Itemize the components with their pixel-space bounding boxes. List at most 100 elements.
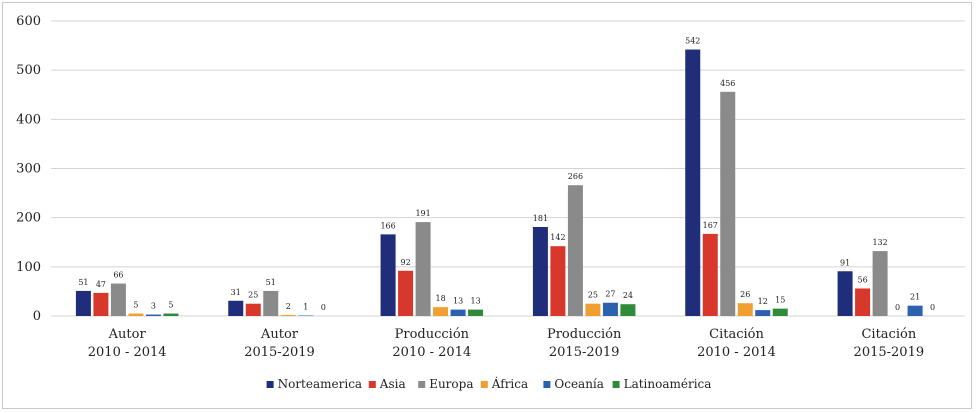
legend-swatch	[266, 381, 274, 388]
bar	[755, 310, 771, 316]
data-label: 166	[380, 221, 395, 230]
bar	[450, 309, 466, 316]
chart-frame: 0 100 200 300 400 500 600 51 47 66 5 3 5 31 25 51 2 1 0 16…	[2, 2, 972, 409]
bar	[550, 246, 566, 316]
y-tick-label: 300	[16, 162, 41, 177]
legend-swatch	[480, 381, 488, 388]
legend-label: Asia	[379, 377, 406, 391]
data-label: 56	[857, 275, 867, 284]
x-category-label: 2010 - 2014	[88, 345, 167, 360]
data-label: 66	[113, 271, 123, 280]
data-label: 13	[470, 297, 480, 306]
bar	[602, 302, 618, 316]
data-label: 26	[740, 290, 750, 299]
legend: Norteamerica Asia Europa África Oceanía Latin…	[266, 376, 712, 391]
data-label: 456	[720, 79, 735, 88]
bar	[872, 251, 888, 316]
bar	[702, 233, 718, 316]
data-label: 25	[248, 291, 258, 300]
data-label: 18	[435, 294, 445, 303]
bar	[532, 227, 548, 316]
x-category-label: Autor	[108, 327, 147, 342]
bar	[620, 304, 636, 316]
bars	[75, 49, 923, 317]
bar	[468, 309, 484, 316]
bar	[585, 303, 601, 316]
x-category-label: Autor	[260, 327, 299, 342]
data-label: 167	[703, 221, 718, 230]
bar	[398, 270, 414, 316]
y-tick-label: 100	[16, 260, 41, 275]
data-label: 142	[550, 233, 565, 242]
bar	[720, 91, 736, 316]
data-label: 25	[588, 291, 598, 300]
bar	[907, 305, 923, 316]
bar	[263, 290, 279, 316]
bar	[380, 234, 396, 316]
bar	[567, 185, 583, 316]
data-label: 12	[758, 297, 768, 306]
bar	[855, 288, 871, 316]
bar	[93, 292, 109, 316]
data-label: 2	[286, 302, 291, 311]
y-tick-label: 400	[16, 112, 41, 127]
legend-label: Latinoamérica	[624, 377, 712, 391]
data-label: 31	[231, 288, 241, 297]
data-label: 1	[303, 303, 308, 312]
x-category-label: 2010 - 2014	[697, 345, 776, 360]
bar	[245, 303, 261, 316]
data-label: 24	[623, 291, 633, 300]
legend-swatch	[368, 381, 376, 388]
y-tick-label: 0	[33, 309, 41, 324]
data-label: 0	[321, 303, 326, 312]
data-label: 5	[168, 301, 173, 310]
y-axis: 0 100 200 300 400 500 600	[16, 14, 41, 324]
legend-label: Europa	[429, 377, 473, 391]
bar	[280, 315, 296, 316]
x-category-label: 2010 - 2014	[392, 345, 471, 360]
y-tick-label: 200	[16, 211, 41, 226]
data-label: 5	[133, 301, 138, 310]
data-label: 266	[568, 172, 583, 181]
bar	[163, 313, 179, 316]
data-label: 27	[605, 290, 615, 299]
x-axis-categories: Autor 2010 - 2014 Autor 2015-2019 Producción…	[88, 327, 924, 360]
data-label: 47	[96, 280, 106, 289]
data-label: 181	[533, 214, 548, 223]
data-label: 51	[78, 278, 88, 287]
legend-swatch	[543, 381, 551, 388]
y-tick-label: 500	[16, 63, 41, 78]
gridlines	[51, 20, 965, 317]
data-label: 92	[400, 258, 410, 267]
bar	[145, 314, 161, 316]
bar	[415, 222, 431, 316]
bar	[772, 308, 788, 316]
x-category-label: 2015-2019	[549, 345, 620, 360]
data-label: 0	[895, 303, 900, 312]
x-category-label: 2015-2019	[244, 345, 315, 360]
data-label: 191	[415, 209, 430, 218]
data-label: 132	[872, 238, 887, 247]
data-label: 542	[685, 37, 700, 46]
bar	[75, 290, 91, 316]
legend-swatch	[612, 381, 620, 388]
bar	[837, 271, 853, 316]
legend-swatch	[418, 381, 426, 388]
bar	[110, 283, 126, 316]
y-tick-label: 600	[16, 14, 41, 29]
x-category-label: Citación	[709, 327, 764, 342]
legend-label: África	[491, 376, 528, 391]
data-label: 15	[775, 296, 785, 305]
bar-chart: 0 100 200 300 400 500 600 51 47 66 5 3 5 31 25 51 2 1 0 16…	[16, 14, 965, 391]
data-label: 51	[266, 278, 276, 287]
legend-label: Oceanía	[554, 377, 604, 391]
bar	[128, 313, 144, 316]
data-label: 3	[151, 302, 156, 311]
x-category-label: Producción	[395, 327, 470, 342]
x-category-label: Producción	[547, 327, 622, 342]
data-label: 91	[840, 258, 850, 267]
data-label: 0	[930, 303, 935, 312]
data-label: 13	[453, 297, 463, 306]
bar	[228, 300, 244, 316]
x-category-label: Citación	[861, 327, 916, 342]
